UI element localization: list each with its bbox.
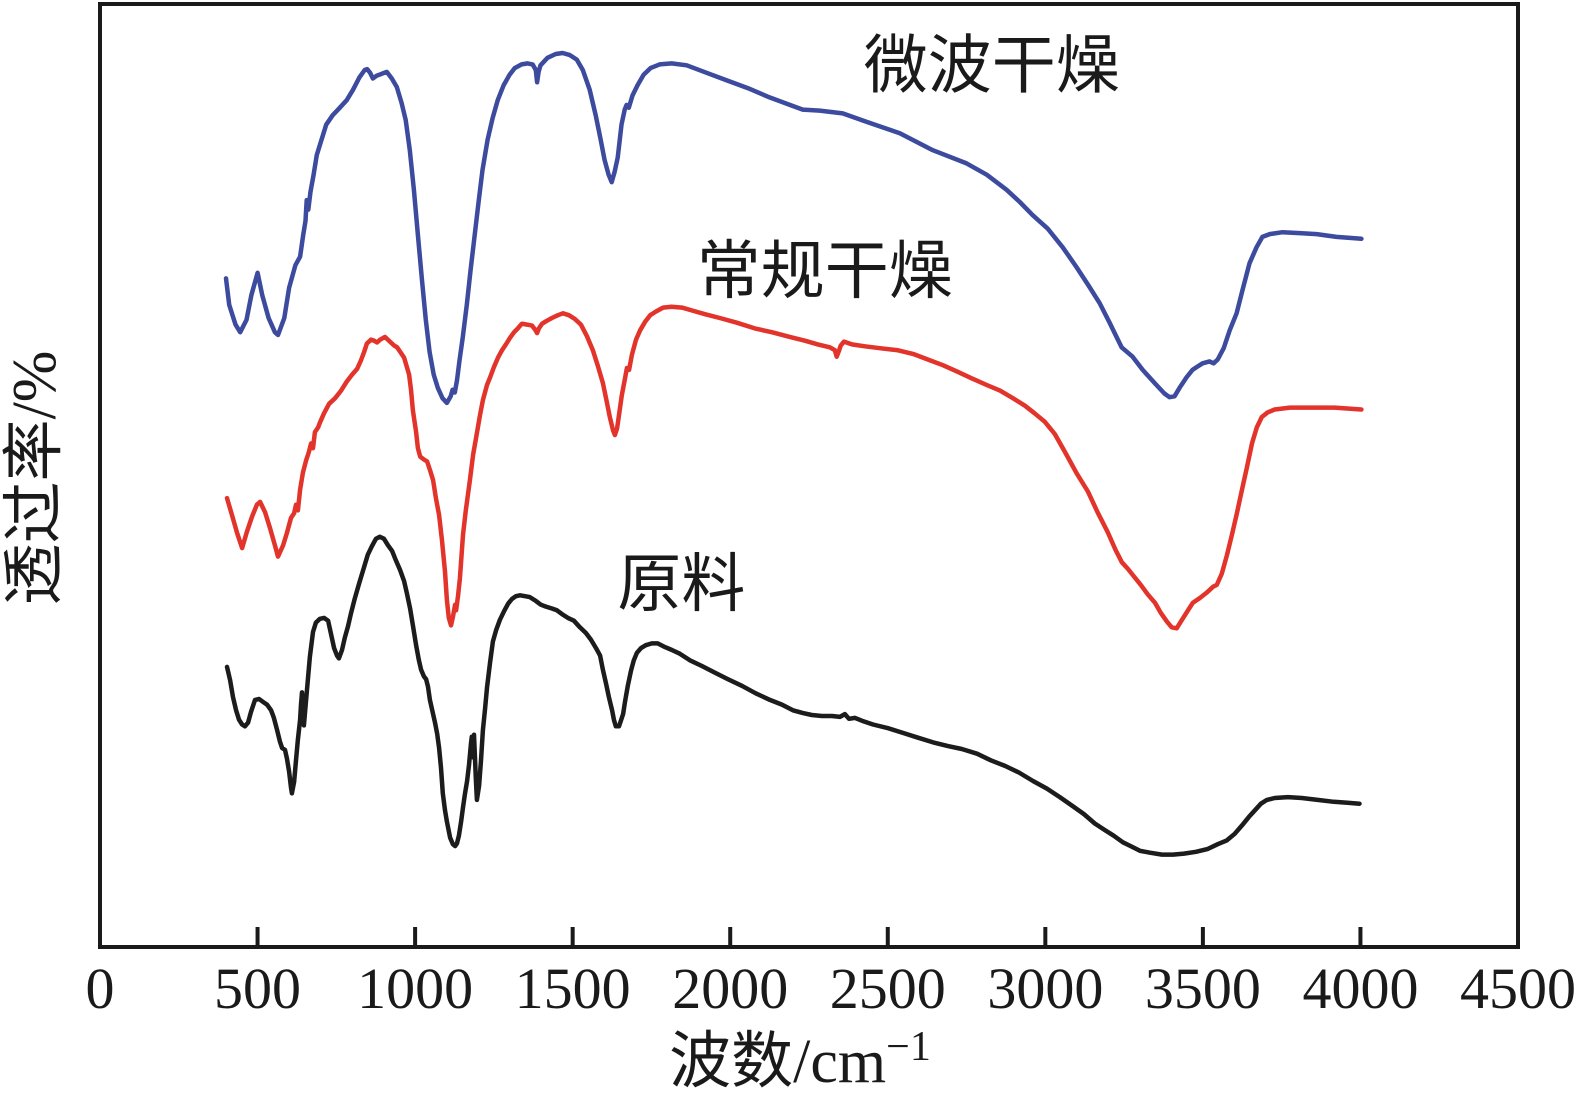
x-axis-tick-labels: 0 500 1000 1500 2000 2500 3000 3500 4000 4500 [86,956,1577,1021]
x-axis-title-main: 波数/cm [669,1028,886,1096]
x-tick-label-2000: 2000 [672,956,788,1021]
curve-label-常规干燥: 常规干燥 [697,236,953,307]
x-tick-label-4000: 4000 [1302,956,1418,1021]
x-tick-label-3500: 3500 [1145,956,1261,1021]
series-curve-微波干燥 [223,50,1364,406]
x-tick-label-1500: 1500 [515,956,631,1021]
x-tick-label-0: 0 [86,956,115,1021]
series-curve-常规干燥 [224,304,1364,631]
x-tick-label-3000: 3000 [987,956,1103,1021]
curve-label-原料: 原料 [617,549,745,620]
x-tick-label-4500: 4500 [1460,956,1576,1021]
x-axis-title-superscript: −1 [886,1024,931,1070]
series-group [223,50,1364,857]
x-axis-title: 波数/cm−1 [669,1024,931,1096]
x-tick-label-2500: 2500 [830,956,946,1021]
x-tick-label-1000: 1000 [357,956,473,1021]
y-axis-title: 透过率/% [1,351,69,606]
curve-label-微波干燥: 微波干燥 [864,30,1120,101]
x-tick-label-500: 500 [214,956,301,1021]
plot-frame [98,2,1520,949]
x-axis-ticks [255,927,1363,945]
series-curve-原料 [224,534,1362,857]
